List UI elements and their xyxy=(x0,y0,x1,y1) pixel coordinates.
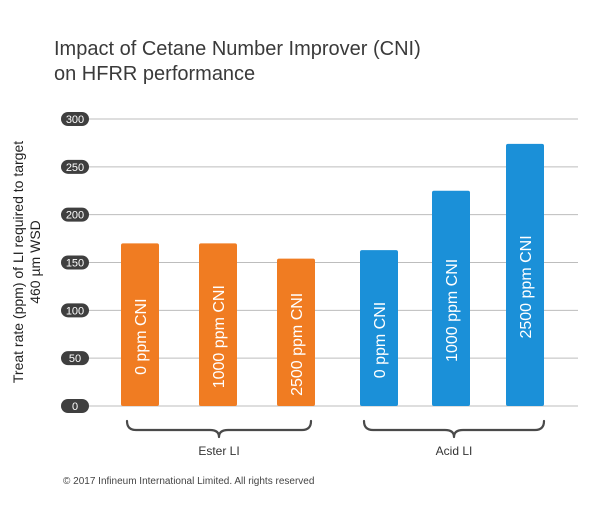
y-tick-label: 150 xyxy=(66,258,84,270)
bar-label: 2500 ppm CNI xyxy=(289,293,306,396)
y-tick-label: 0 xyxy=(72,401,78,413)
y-axis-label: Treat rate (ppm) of LI required to targe… xyxy=(10,141,43,383)
chart-title-line-1: Impact of Cetane Number Improver (CNI) xyxy=(54,38,421,60)
y-tick-label: 200 xyxy=(66,210,84,222)
bar-label: 1000 ppm CNI xyxy=(444,259,461,362)
y-tick-pill xyxy=(61,399,89,413)
bar xyxy=(506,143,544,406)
chart-title-line-2: on HFRR performance xyxy=(54,63,256,85)
y-tick-label: 100 xyxy=(66,305,84,317)
y-tick-pill xyxy=(61,112,89,126)
copyright-notice: © 2017 Infineum International Limited. A… xyxy=(63,476,315,487)
bar xyxy=(277,258,315,406)
chart-title: Impact of Cetane Number Improver (CNI) o… xyxy=(54,37,421,87)
y-tick-pill xyxy=(61,303,89,318)
bar xyxy=(360,250,398,406)
bar-label: 0 ppm CNI xyxy=(372,302,389,378)
bar-label: 1000 ppm CNI xyxy=(211,285,228,388)
group-brace-acid xyxy=(362,419,546,439)
y-tick-label: 250 xyxy=(66,162,84,174)
y-tick-pill xyxy=(61,207,89,222)
bar xyxy=(432,190,470,406)
bar-label: 0 ppm CNI xyxy=(133,298,150,374)
y-axis-label-line-1: Treat rate (ppm) of LI required to targe… xyxy=(10,141,26,383)
y-axis-label-line-2: 460 µm WSD xyxy=(27,220,43,304)
bar-label: 2500 ppm CNI xyxy=(518,235,535,338)
group-label-acid: Acid LI xyxy=(436,444,473,458)
y-tick-label: 50 xyxy=(69,353,81,365)
y-tick-pill xyxy=(61,159,89,174)
bar xyxy=(199,243,237,406)
y-tick-pill xyxy=(61,255,89,270)
y-tick-label: 300 xyxy=(66,114,84,126)
group-brace-ester xyxy=(125,419,313,439)
y-tick-pill xyxy=(61,351,89,366)
bar xyxy=(121,243,159,406)
group-label-ester: Ester LI xyxy=(198,444,239,458)
